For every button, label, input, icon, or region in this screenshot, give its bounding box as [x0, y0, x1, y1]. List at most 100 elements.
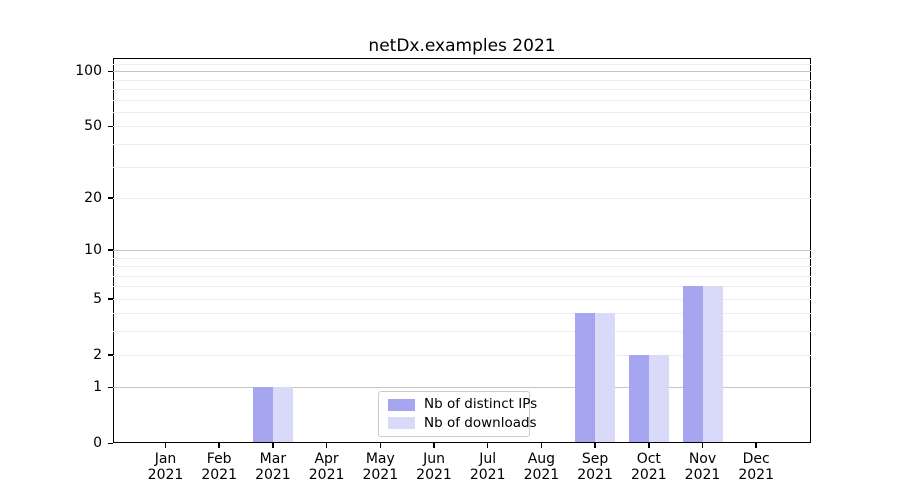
x-axis-tick — [594, 443, 596, 448]
x-tick-month: Jul — [479, 451, 497, 467]
y-tick-label: 5 — [93, 290, 102, 307]
x-tick-month: Jan — [154, 451, 177, 467]
y-axis-tick — [108, 249, 113, 251]
x-tick-label: Mar 2021 — [241, 451, 305, 483]
x-tick-month: Dec — [742, 451, 770, 467]
gridline-minor — [113, 99, 811, 101]
x-tick-label: Oct 2021 — [617, 451, 681, 483]
x-tick-month: Feb — [206, 451, 232, 467]
x-tick-year: 2021 — [147, 467, 184, 483]
gridline-minor — [113, 63, 811, 65]
legend-row: Nb of distinct IPs — [388, 397, 537, 412]
x-axis-tick — [755, 443, 757, 448]
gridline-minor — [113, 79, 811, 81]
y-axis-tick — [108, 442, 113, 444]
gridline-minor — [113, 313, 811, 315]
x-tick-label: Jan 2021 — [134, 451, 198, 483]
legend-swatch-icon — [388, 398, 415, 411]
y-tick-label: 10 — [84, 241, 102, 258]
x-axis-tick — [701, 443, 704, 448]
gridline-minor — [113, 298, 811, 300]
gridline-minor — [113, 89, 811, 91]
legend-row: Nb of downloads — [388, 416, 537, 431]
x-axis-tick — [540, 443, 543, 448]
x-tick-month: May — [365, 451, 395, 467]
x-tick-month: Aug — [527, 451, 556, 467]
gridline-minor — [113, 354, 811, 356]
x-tick-year: 2021 — [577, 467, 613, 483]
y-tick-label: 20 — [84, 189, 102, 206]
x-tick-month: Jun — [423, 451, 445, 467]
gridline-minor — [113, 143, 811, 145]
gridline-major — [113, 71, 811, 73]
bar-nb-of-distinct-ips — [575, 313, 596, 442]
x-tick-year: 2021 — [738, 467, 774, 483]
x-axis-tick — [325, 443, 328, 448]
gridline-minor — [113, 286, 811, 288]
x-tick-year: 2021 — [201, 467, 237, 483]
x-tick-label: Feb 2021 — [187, 451, 251, 483]
x-axis-tick — [486, 443, 489, 448]
x-axis-tick — [379, 443, 382, 448]
x-axis-tick — [648, 443, 650, 448]
x-tick-label: Aug 2021 — [509, 451, 573, 483]
y-tick-label: 1 — [93, 379, 102, 396]
gridline-minor — [113, 275, 811, 277]
gridline-major — [113, 387, 811, 389]
x-tick-label: Nov 2021 — [671, 451, 735, 483]
x-axis-tick — [164, 443, 167, 448]
x-tick-year: 2021 — [308, 467, 345, 483]
gridline-minor — [113, 197, 811, 199]
x-tick-month: Mar — [259, 451, 287, 467]
bar-nb-of-distinct-ips — [682, 286, 703, 442]
x-tick-year: 2021 — [469, 467, 506, 483]
bar-nb-of-downloads — [272, 387, 293, 442]
gridline-minor — [113, 166, 811, 168]
y-axis-tick — [108, 70, 113, 73]
x-tick-label: Sep 2021 — [563, 451, 627, 483]
x-tick-label: Jun 2021 — [402, 451, 466, 483]
x-axis-tick — [433, 443, 435, 448]
legend-label: Nb of distinct IPs — [424, 396, 538, 412]
y-axis-tick — [108, 125, 113, 128]
y-axis-tick — [108, 354, 113, 356]
bar-nb-of-distinct-ips — [628, 354, 649, 442]
x-tick-month: Nov — [688, 451, 717, 467]
y-axis-tick — [108, 298, 113, 300]
bar-nb-of-downloads — [595, 313, 616, 442]
gridline-major — [113, 249, 811, 251]
x-tick-year: 2021 — [630, 467, 667, 483]
x-tick-label: Jul 2021 — [456, 451, 520, 483]
x-axis-tick — [218, 443, 220, 448]
bar-nb-of-downloads — [702, 286, 723, 442]
x-tick-label: Apr 2021 — [295, 451, 359, 483]
y-axis-tick — [108, 386, 113, 389]
gridline-minor — [113, 257, 811, 259]
y-tick-label: 2 — [93, 346, 102, 363]
x-tick-month: Sep — [581, 451, 609, 467]
x-axis-tick — [272, 443, 274, 448]
legend-label: Nb of downloads — [424, 414, 537, 431]
bar-nb-of-downloads — [648, 354, 669, 442]
x-tick-year: 2021 — [416, 467, 452, 483]
y-tick-label: 50 — [84, 118, 102, 135]
legend-swatch-icon — [388, 417, 415, 430]
x-tick-year: 2021 — [362, 467, 399, 483]
x-tick-label: Dec 2021 — [724, 451, 788, 483]
x-tick-year: 2021 — [684, 467, 721, 483]
x-tick-year: 2021 — [523, 467, 560, 483]
chart-title: netDx.examples 2021 — [368, 36, 556, 56]
legend: Nb of distinct IPs Nb of downloads — [378, 391, 537, 437]
gridline-minor — [113, 331, 811, 333]
x-tick-year: 2021 — [255, 467, 291, 483]
gridline-minor — [113, 266, 811, 268]
gridline-minor — [113, 111, 811, 113]
y-tick-label: 100 — [75, 63, 102, 80]
x-tick-month: Oct — [636, 451, 661, 467]
y-tick-label: 0 — [93, 435, 102, 451]
x-tick-month: Apr — [314, 451, 339, 467]
x-tick-label: May 2021 — [348, 451, 412, 483]
gridline-minor — [113, 126, 811, 128]
bar-nb-of-distinct-ips — [252, 387, 273, 442]
